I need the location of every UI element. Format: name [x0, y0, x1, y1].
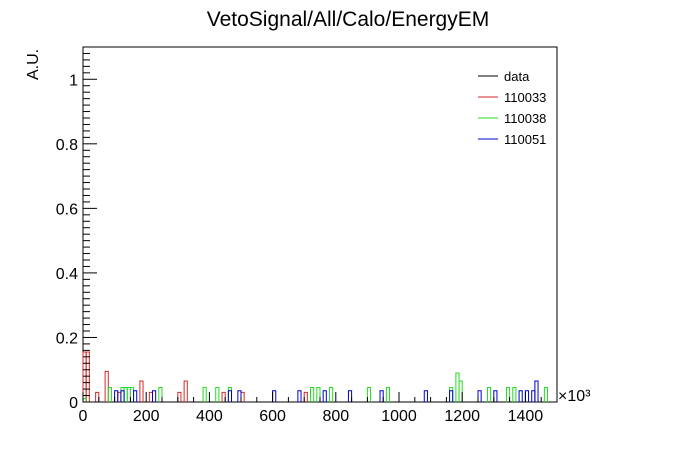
legend-label-110038: 110038: [504, 111, 546, 126]
axis-layer: 0 200 400 600 800 1000 1200 1400 0 0.2 0.4 0.6 0.8 1: [56, 52, 558, 425]
bin-110051-0: [114, 390, 119, 402]
bin-110051-3: [152, 390, 157, 402]
bin-110038-20: [512, 386, 517, 402]
bin-110038-10: [310, 386, 315, 402]
bin-110033-3: [104, 370, 109, 402]
series-layer: [82, 351, 549, 402]
series-110033: [82, 351, 308, 402]
y-tick-label: 0.2: [56, 330, 78, 347]
bin-110038-13: [366, 386, 372, 402]
bin-110038-6: [158, 386, 163, 402]
bin-110051-9: [347, 390, 353, 402]
x-tick-label: 0: [79, 408, 88, 425]
y-tick-label: 0.8: [56, 137, 78, 154]
x-tick-label: 400: [196, 408, 223, 425]
legend-label-data: data: [504, 69, 530, 84]
y-tick-label: 0.4: [56, 266, 78, 283]
bin-110051-10: [379, 390, 384, 402]
legend-label-110051: 110051: [504, 132, 546, 147]
bin-110051-11: [423, 390, 428, 402]
bin-110051-18: [534, 380, 539, 402]
y-tick-label: 0: [69, 395, 78, 412]
bin-110051-4: [227, 390, 233, 402]
y-tick-label: 0.6: [56, 201, 78, 218]
bin-110038-19: [505, 386, 511, 402]
series-110051: [114, 380, 539, 402]
plot-frame: [82, 46, 558, 403]
y-axis-label: A.U.: [25, 49, 42, 80]
y-tick-label: 1: [69, 72, 78, 89]
bin-110038-18: [486, 386, 492, 402]
bin-110051-1: [120, 390, 125, 402]
bin-110051-15: [518, 390, 523, 402]
bin-110038-8: [215, 386, 220, 402]
bin-110038-21: [543, 386, 549, 402]
bin-110051-2: [133, 390, 138, 402]
x-tick-label: 600: [259, 408, 286, 425]
x-tick-label: 1000: [381, 408, 417, 425]
bin-110038-11: [316, 386, 321, 402]
chart-title: VetoSignal/All/Calo/EnergyEM: [207, 8, 490, 31]
legend: data 110033 110038 110051: [478, 69, 546, 147]
bin-110038-17: [458, 380, 463, 402]
bin-110051-5: [237, 390, 242, 402]
bin-110051-13: [477, 390, 482, 402]
bin-110051-12: [449, 390, 454, 402]
bin-110038-7: [202, 386, 207, 402]
bin-110038-1: [107, 386, 112, 402]
x-axis-multiplier: ×10³: [558, 388, 591, 405]
bin-110033-5: [139, 380, 144, 402]
x-tick-label: 1200: [444, 408, 480, 425]
x-tick-label: 200: [133, 408, 160, 425]
bin-110033-1: [85, 351, 90, 402]
bin-110033-8: [183, 380, 188, 402]
bin-110051-8: [322, 390, 327, 402]
bin-110038-14: [385, 386, 391, 402]
x-tick-label: 1400: [508, 408, 544, 425]
bin-110038-12: [328, 386, 334, 402]
x-tick-label: 800: [322, 408, 349, 425]
bin-110051-7: [297, 390, 302, 402]
bin-110051-14: [493, 390, 498, 402]
legend-label-110033: 110033: [504, 90, 546, 105]
